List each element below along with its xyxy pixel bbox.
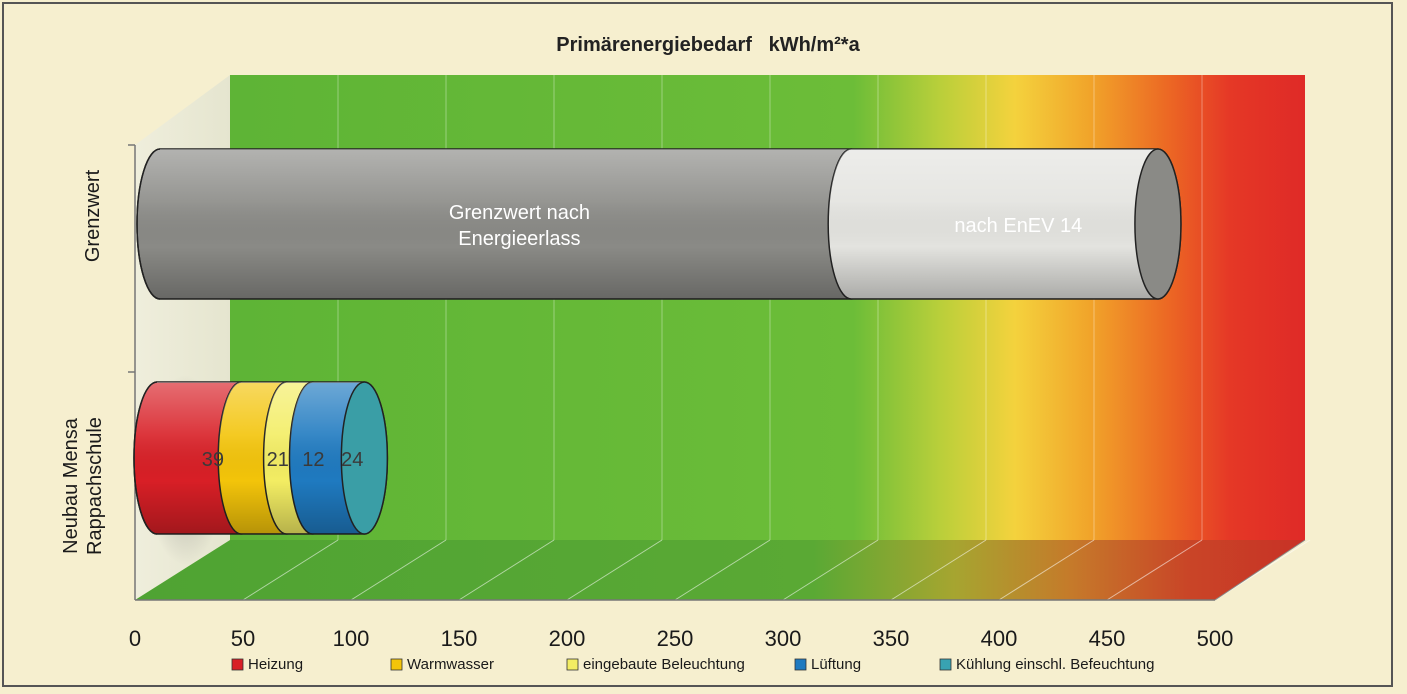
data-label: 21 xyxy=(267,449,289,471)
legend-label: Lüftung xyxy=(811,656,861,673)
legend-label: Kühlung einschl. Befeuchtung xyxy=(956,656,1154,673)
floor-grid-line xyxy=(674,539,771,601)
bar-start-cap xyxy=(136,148,161,300)
legend-label: Heizung xyxy=(248,656,303,673)
data-label: Energieerlass xyxy=(458,228,580,250)
bar-start-cap xyxy=(133,381,158,535)
bar-nach-enev-14-shade xyxy=(828,149,1181,299)
legend-swatch-k-hlung-einschl-befeuchtung xyxy=(939,658,952,671)
category-label: Grenzwert xyxy=(82,169,104,262)
legend-label: Warmwasser xyxy=(407,656,494,673)
chart-floor xyxy=(135,540,1305,600)
x-tick-label: 500 xyxy=(1197,626,1234,651)
floor-grid-line xyxy=(566,539,663,601)
x-tick-label: 200 xyxy=(549,626,586,651)
category-label-line: Rappachschule xyxy=(84,417,106,555)
data-label: 24 xyxy=(341,449,363,471)
legend-swatch-eingebaute-beleuchtung xyxy=(566,658,579,671)
axis-lines xyxy=(128,144,1306,601)
chart-border xyxy=(2,2,1393,687)
category-label-line: Neubau Mensa xyxy=(60,417,82,554)
y-category-labels: Neubau Mensa Rappachschule Grenzwert xyxy=(60,169,106,555)
legend-label: eingebaute Beleuchtung xyxy=(583,656,745,673)
legend-swatch-heizung xyxy=(231,658,244,671)
x-tick-label: 0 xyxy=(129,626,141,651)
data-label: 12 xyxy=(302,449,324,471)
data-label: 39 xyxy=(202,449,224,471)
legend-swatch-warmwasser xyxy=(390,658,403,671)
chart-back-wall xyxy=(230,75,1305,540)
floor-grid-line xyxy=(782,539,879,601)
category-label: Neubau Mensa Rappachschule xyxy=(60,417,106,555)
x-tick-labels: 0 50 100 150 200 250 300 350 400 450 500 xyxy=(129,626,1233,651)
x-tick-label: 400 xyxy=(981,626,1018,651)
bar-end-cap xyxy=(1134,148,1182,300)
bar-grenzwert-nach-energieerlass-shade xyxy=(137,149,875,299)
data-label: Grenzwert nach xyxy=(449,202,590,224)
floor-grid-line xyxy=(890,539,987,601)
x-tick-label: 50 xyxy=(231,626,255,651)
bars-layer: 39 21 12 24 Grenzwert nach Energieerlass nach … xyxy=(133,148,1182,565)
floor-grid-line xyxy=(998,539,1095,601)
x-tick-label: 450 xyxy=(1089,626,1126,651)
legend-swatch-l-ftung xyxy=(794,658,807,671)
x-tick-label: 250 xyxy=(657,626,694,651)
legend: Heizung Warmwasser eingebaute Beleuchtung L… xyxy=(231,656,1154,673)
x-tick-label: 100 xyxy=(333,626,370,651)
x-tick-label: 150 xyxy=(441,626,478,651)
floor-grid-line xyxy=(350,539,447,601)
floor-grid-line xyxy=(458,539,555,601)
data-label: nach EnEV 14 xyxy=(954,215,1082,237)
category-label-line: Grenzwert xyxy=(82,169,104,262)
x-tick-label: 300 xyxy=(765,626,802,651)
x-tick-label: 350 xyxy=(873,626,910,651)
floor-grid-line xyxy=(242,539,339,601)
floor-grid-line xyxy=(1106,539,1203,601)
bar-end-cap xyxy=(340,381,389,535)
chart-title: Primärenergiebedarf kWh/m²*a xyxy=(556,34,860,56)
